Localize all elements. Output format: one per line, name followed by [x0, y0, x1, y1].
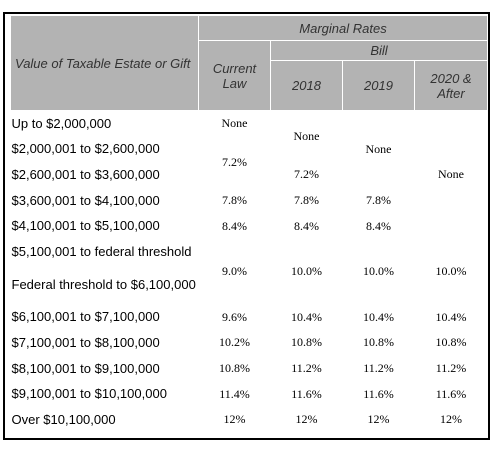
table-row: Over $10,100,000 12% 12% 12% 12%	[11, 407, 488, 433]
rate-cell: 10.4%	[291, 309, 322, 324]
row-label: $2,000,001 to $2,600,000	[11, 141, 160, 157]
year-header: 2020 & After	[414, 60, 488, 111]
table-row: Federal threshold to $6,100,000	[11, 265, 488, 305]
table-row: $2,600,001 to $3,600,000 7.2%	[11, 162, 488, 188]
row-label: $9,100,001 to $10,100,000	[11, 386, 167, 402]
rate-cell: None	[293, 129, 320, 144]
rate-cell: 11.2%	[435, 361, 467, 376]
rate-cell: 10.0%	[363, 264, 394, 279]
row-label: $3,600,001 to $4,100,000	[11, 192, 160, 208]
year-header: 2018	[270, 60, 343, 111]
table-body: Up to $2,000,000 None None None None $2,000,0…	[11, 111, 488, 433]
table-frame: Value of Taxable Estate or Gift Marginal…	[3, 12, 490, 440]
rate-cell: 11.6%	[363, 386, 394, 401]
rate-cell: None	[438, 167, 464, 182]
table-row: $6,100,001 to $7,100,000 9.6% 10.4% 10.4% 10…	[11, 305, 488, 331]
rate-cell: 7.8%	[294, 193, 319, 208]
rate-cell: 11.6%	[291, 386, 322, 401]
subgroup-header: Bill	[270, 40, 488, 61]
rate-cell: 7.2%	[222, 154, 247, 169]
rate-cell: 7.8%	[222, 193, 247, 208]
table-row: $7,100,001 to $8,100,000 10.2% 10.8% 10.8% 1…	[11, 330, 488, 356]
rate-cell: 10.8%	[291, 335, 322, 350]
rate-cell: 10.4%	[363, 309, 394, 324]
group-header: Marginal Rates	[198, 15, 488, 41]
rate-cell: 7.2%	[294, 167, 319, 182]
table-row: $8,100,001 to $9,100,000 10.8% 11.2% 11.2% 1…	[11, 356, 488, 382]
table-row: $9,100,001 to $10,100,000 11.4% 11.6% 11.6%…	[11, 381, 488, 407]
rate-cell: 11.2%	[291, 361, 322, 376]
rate-cell: 9.0%	[222, 264, 247, 279]
rate-cell: 11.2%	[363, 361, 394, 376]
row-label: Over $10,100,000	[11, 411, 116, 427]
rate-cell: None	[221, 116, 248, 131]
rate-cell: 10.8%	[363, 335, 394, 350]
rate-cell: 12%	[440, 412, 462, 427]
rate-cell: 12%	[295, 412, 318, 427]
row-label: $6,100,001 to $7,100,000	[11, 309, 160, 325]
rates-table: Value of Taxable Estate or Gift Marginal…	[10, 15, 488, 433]
row-label: Up to $2,000,000	[11, 115, 112, 131]
rate-cell: 11.4%	[219, 386, 250, 401]
rate-cell: 12%	[223, 412, 246, 427]
row-label: $5,100,001 to federal threshold	[11, 243, 192, 259]
row-label: $4,100,001 to $5,100,000	[11, 218, 160, 234]
rate-cell: 10.8%	[435, 335, 467, 350]
rate-cell: 10.4%	[435, 309, 467, 324]
rate-cell: 12%	[367, 412, 390, 427]
table-row: $3,600,001 to $4,100,000 7.8% 7.8% 7.8%	[11, 188, 488, 214]
rate-cell: 8.4%	[222, 218, 247, 233]
rate-cell: None	[365, 141, 392, 156]
table-row: Up to $2,000,000 None None None None	[11, 111, 488, 182]
rate-cell: 8.4%	[294, 218, 319, 233]
table-row: $5,100,001 to federal threshold 9.0% 10.0%…	[11, 239, 488, 279]
row-label: Federal threshold to $6,100,000	[11, 276, 196, 292]
rate-cell: 10.0%	[435, 264, 467, 279]
table-row: $2,000,001 to $2,600,000 7.2%	[11, 137, 488, 168]
row-label: $7,100,001 to $8,100,000	[11, 334, 160, 350]
year-header: 2019	[342, 60, 415, 111]
rate-cell: 10.8%	[219, 361, 250, 376]
rate-cell: 10.0%	[291, 264, 322, 279]
row-label-header: Value of Taxable Estate or Gift	[10, 15, 199, 111]
rate-cell: 9.6%	[222, 309, 247, 324]
current-law-header: Current Law	[198, 40, 271, 111]
rate-cell: 10.2%	[219, 335, 250, 350]
row-label: $8,100,001 to $9,100,000	[11, 360, 160, 376]
row-label: $2,600,001 to $3,600,000	[11, 166, 160, 182]
rate-cell: 7.8%	[366, 193, 391, 208]
rate-cell: 11.6%	[435, 386, 467, 401]
rate-cell: 8.4%	[366, 218, 391, 233]
table-row: $4,100,001 to $5,100,000 8.4% 8.4% 8.4%	[11, 213, 488, 239]
